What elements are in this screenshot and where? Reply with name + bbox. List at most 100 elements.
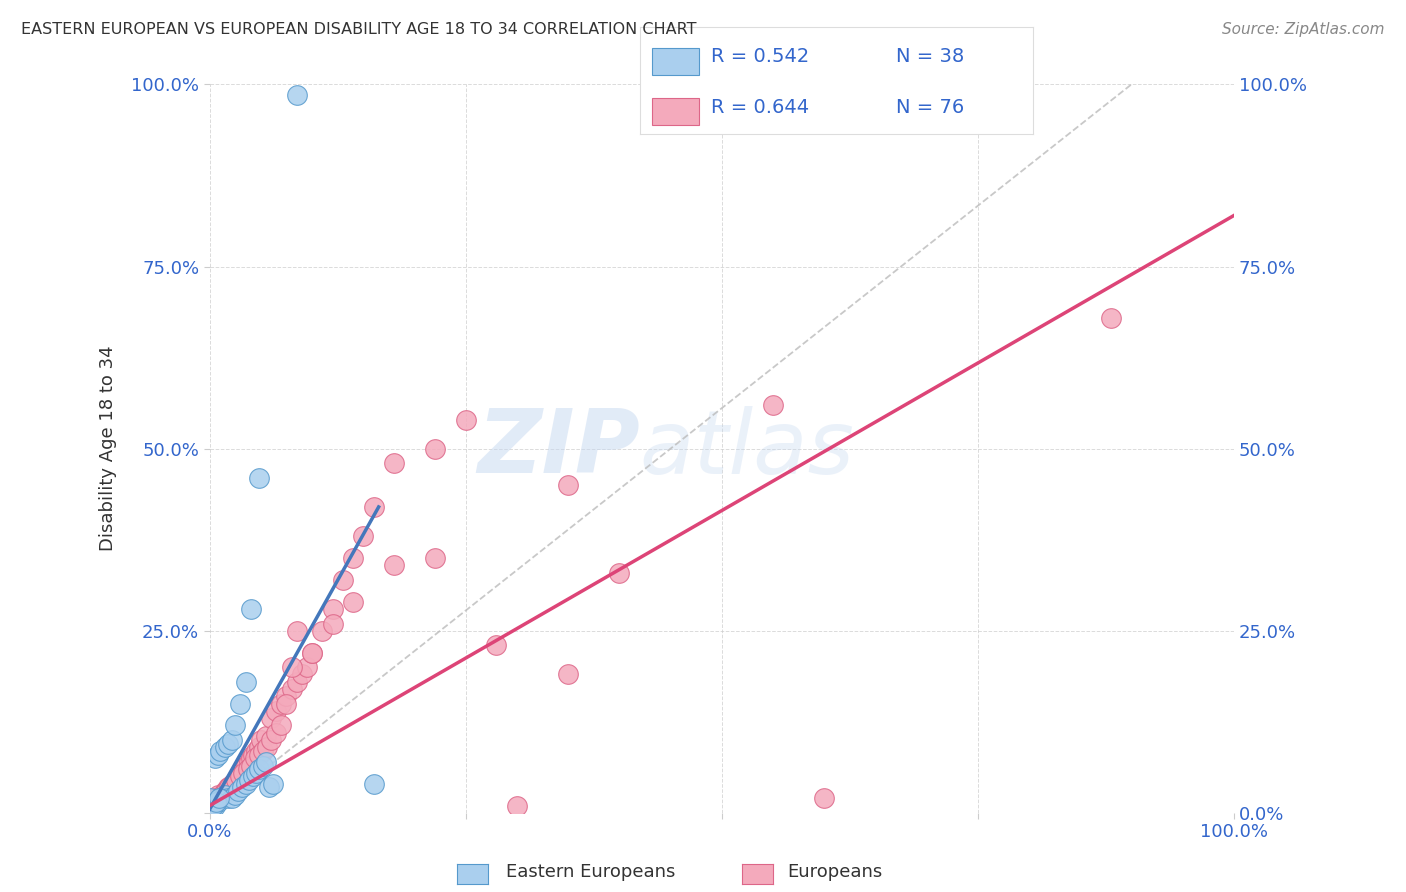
Point [228,769,250,783]
Point [201,798,224,813]
Point [225,773,247,788]
Point [222,777,245,791]
Bar [651,98,699,125]
Point [232,762,254,776]
Point [1099,310,1122,325]
Point [256,740,278,755]
Point [201,795,224,809]
Point [208,791,231,805]
Point [208,791,231,805]
Point [342,550,364,565]
Point [201,795,224,809]
Point [285,624,308,638]
Point [207,788,229,802]
Point [228,784,250,798]
Point [236,762,259,776]
Point [214,788,236,802]
Point [245,765,267,780]
Point [218,780,240,795]
Point [485,638,508,652]
Point [280,660,302,674]
Point [276,690,298,704]
Point [207,795,229,809]
Point [239,602,262,616]
Point [214,740,236,755]
Point [254,755,277,769]
Point [211,791,233,805]
Point [242,747,264,762]
Point [219,784,242,798]
Point [557,667,579,681]
Point [264,704,287,718]
Point [342,594,364,608]
Point [229,769,252,783]
Point [229,765,252,780]
Point [295,660,318,674]
Point [276,697,298,711]
Point [198,791,221,805]
Text: N = 76: N = 76 [896,97,965,117]
Y-axis label: Disability Age 18 to 34: Disability Age 18 to 34 [100,346,117,551]
Point [285,88,308,103]
Point [363,777,385,791]
Point [363,500,385,514]
Point [762,398,785,412]
Point [301,646,323,660]
Point [270,718,292,732]
Point [204,751,226,765]
Point [247,471,270,485]
Point [200,798,222,813]
Point [264,725,287,739]
Point [238,755,260,769]
Point [221,791,243,805]
Point [208,791,231,805]
Point [239,758,262,772]
Bar [651,48,699,75]
Point [382,456,405,470]
Point [247,762,270,776]
Point [214,784,236,798]
Point [217,780,239,795]
Point [224,780,246,795]
Point [221,777,243,791]
Point [204,798,226,813]
Point [247,747,270,762]
Point [260,711,283,725]
Point [250,733,273,747]
Text: EASTERN EUROPEAN VS EUROPEAN DISABILITY AGE 18 TO 34 CORRELATION CHART: EASTERN EUROPEAN VS EUROPEAN DISABILITY … [21,22,696,37]
Point [204,795,226,809]
Point [301,646,323,660]
Text: N = 38: N = 38 [896,47,965,66]
Point [221,733,243,747]
Point [454,412,477,426]
Point [247,740,270,755]
Point [198,798,221,813]
Point [243,751,266,765]
Point [232,765,254,780]
Point [352,529,374,543]
Point [322,616,344,631]
Point [813,791,835,805]
Point [285,674,308,689]
Point [207,747,229,762]
Point [245,744,267,758]
Text: atlas: atlas [640,406,855,491]
Point [229,697,252,711]
Point [224,788,246,802]
Point [198,798,221,813]
Point [280,681,302,696]
Point [224,718,246,732]
Point [322,602,344,616]
Point [204,791,226,805]
Point [257,780,280,795]
Point [311,624,333,638]
Point [252,758,274,772]
Point [254,730,277,744]
Point [332,573,354,587]
Point [239,751,262,765]
Point [262,777,284,791]
Point [423,550,446,565]
Point [217,737,239,751]
Text: Europeans: Europeans [787,863,883,881]
Point [201,798,224,813]
